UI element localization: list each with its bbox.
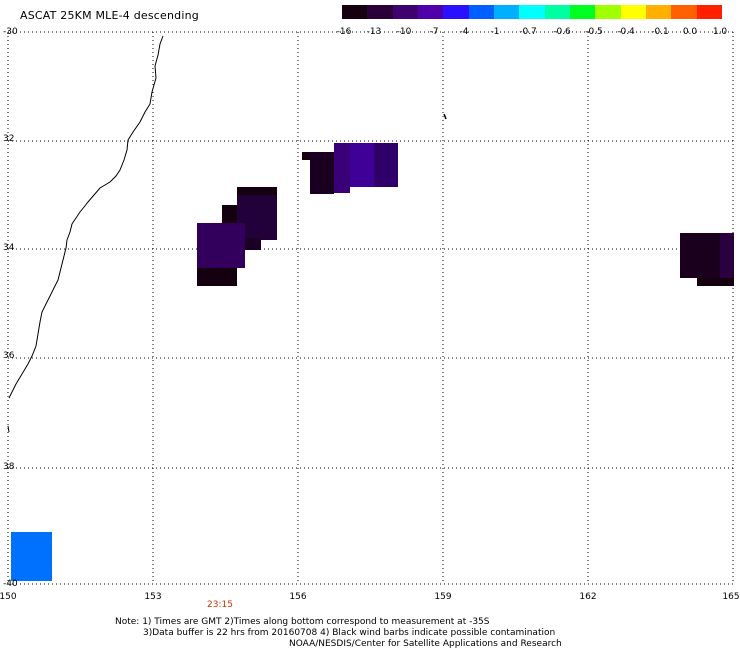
colorbar-swatch xyxy=(468,5,494,19)
grid-lines xyxy=(7,31,735,585)
lat-tick: -40 xyxy=(3,579,18,589)
colorbar-swatch xyxy=(493,5,520,19)
colorbar-swatch xyxy=(671,5,697,19)
colorbar-swatch xyxy=(595,5,621,19)
lon-tick: 156 xyxy=(289,592,307,602)
land-mask-patch xyxy=(11,532,52,581)
lat-tick: -30 xyxy=(3,27,18,37)
coastline xyxy=(8,35,164,399)
note-line-1: Note: 1) Times are GMT 2)Times along bot… xyxy=(115,617,490,627)
colorbar-label: -13 xyxy=(366,27,382,37)
colorbar-label: -7 xyxy=(429,27,439,37)
colorbar-swatch xyxy=(443,5,469,19)
colorbar-swatch xyxy=(645,5,672,19)
lat-tick: 32 xyxy=(3,134,15,144)
colorbar-label: -0.6 xyxy=(553,27,571,37)
lon-tick: 153 xyxy=(144,592,162,602)
colorbar xyxy=(342,5,722,19)
colorbar-swatch xyxy=(342,5,368,19)
island-mark xyxy=(443,113,447,120)
coastline-island xyxy=(7,425,10,433)
colorbar-swatch xyxy=(569,5,596,19)
colorbar-label: -1 xyxy=(490,27,500,37)
note-line-3: NOAA/NESDIS/Center for Satellite Applica… xyxy=(289,639,562,649)
colorbar-swatch xyxy=(544,5,570,19)
data-swath-3 xyxy=(680,233,734,286)
lat-tick: 34 xyxy=(3,243,15,253)
colorbar-swatch xyxy=(620,5,646,19)
colorbar-swatch xyxy=(519,5,545,19)
lat-tick: 38 xyxy=(3,462,15,472)
lon-tick: 165 xyxy=(722,592,740,602)
colorbar-label: -0.4 xyxy=(617,27,635,37)
lon-tick: 150 xyxy=(0,592,17,602)
map-title: ASCAT 25KM MLE-4 descending xyxy=(20,9,199,22)
data-swath-1 xyxy=(302,143,398,194)
data-swath-2 xyxy=(197,187,277,286)
colorbar-label: 0.0 xyxy=(682,27,698,37)
lat-tick: 36 xyxy=(3,351,15,361)
colorbar-swatch xyxy=(367,5,393,19)
lon-tick: 159 xyxy=(434,592,452,602)
colorbar-swatch xyxy=(696,5,722,19)
colorbar-label: -0.5 xyxy=(585,27,603,37)
lon-tick: 162 xyxy=(579,592,597,602)
colorbar-swatch xyxy=(392,5,418,19)
colorbar-swatch xyxy=(417,5,444,19)
note-line-2: 3)Data buffer is 22 hrs from 20160708 4)… xyxy=(143,628,556,638)
time-label: 23:15 xyxy=(207,600,233,610)
